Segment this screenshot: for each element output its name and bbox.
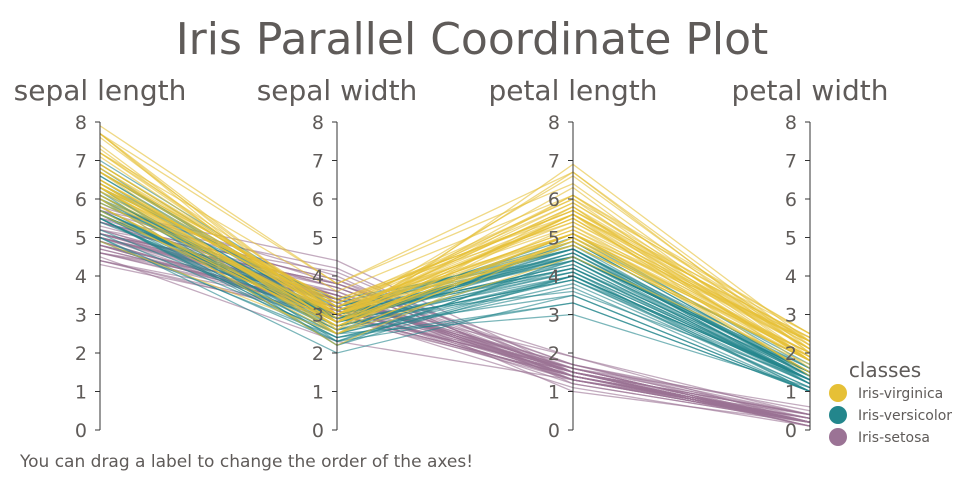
axis-tick-label: 4 [785,266,797,288]
legend-label: Iris-versicolor [858,408,952,424]
data-line-iris-virginica [99,133,811,346]
axis-tick-label: 8 [785,112,797,134]
axis-tick-label: 2 [785,343,797,365]
data-line-iris-versicolor [99,236,811,393]
axis-tick-label: 1 [312,382,324,404]
legend-swatch [829,428,847,446]
axis-tick-label: 6 [312,189,324,211]
data-line-iris-virginica [99,183,811,346]
axis-tick-label: 2 [548,343,560,365]
axis-tick-label: 8 [75,112,87,134]
legend-swatch [829,406,847,424]
axis-tick-label: 7 [548,151,560,173]
axis-tick-label: 5 [75,228,87,250]
axis-tick-label: 5 [785,228,797,250]
chart-title: Iris Parallel Coordinate Plot [176,14,769,65]
axis-label[interactable]: petal width [732,74,889,107]
axis-tick-label: 6 [785,189,797,211]
axis-tick-label: 1 [785,382,797,404]
axis-label[interactable]: sepal length [14,74,187,107]
axis-tick-label: 7 [312,151,324,173]
axis-tick-label: 0 [548,420,560,442]
axis-tick-label: 0 [312,420,324,442]
axes: sepal length 0 1 2 3 4 5 6 7 8 sepal width 0 1 2 3 4 5 6 7… [14,74,889,442]
axis-tick-label: 4 [548,266,560,288]
data-line-iris-versicolor [99,217,811,381]
axis-tick-label: 1 [75,382,87,404]
axis-tick-label: 6 [548,189,560,211]
axis-tick-label: 7 [785,151,797,173]
axis-tick-label: 3 [75,305,87,327]
drag-hint-note: You can drag a label to change the order… [20,452,474,472]
data-line-iris-virginica [99,206,811,358]
data-line-iris-virginica [99,171,811,339]
axis-tick-label: 8 [312,112,324,134]
axis-label[interactable]: sepal width [257,74,418,107]
axis-tick-label: 0 [785,420,797,442]
axis-tick-label: 5 [312,228,324,250]
data-line-iris-virginica [99,179,811,354]
legend: classes Iris-virginica Iris-versicolor Iris… [829,358,952,446]
axis-tick-label: 6 [75,189,87,211]
axis-tick-label: 7 [75,151,87,173]
axis-tick-label: 2 [312,343,324,365]
axis-tick-label: 8 [548,112,560,134]
axis-tick-label: 4 [312,266,324,288]
legend-label: Iris-virginica [858,386,943,402]
legend-label: Iris-setosa [858,430,930,446]
data-line-iris-virginica [99,133,811,354]
data-line-iris-virginica [99,198,811,373]
axis-tick-label: 4 [75,266,87,288]
data-line-iris-virginica [99,240,811,366]
data-line-iris-versicolor [99,233,811,389]
axis-tick-label: 3 [785,305,797,327]
axis-tick-label: 2 [75,343,87,365]
axis-tick-label: 5 [548,228,560,250]
data-line-iris-virginica [99,202,811,362]
axis-label[interactable]: petal length [488,74,657,107]
axis-tick-label: 3 [312,305,324,327]
axis-tick-label: 0 [75,420,87,442]
legend-swatch [829,384,847,402]
axis-tick-label: 1 [548,382,560,404]
data-line-iris-virginica [99,152,811,335]
data-line-iris-virginica [99,190,811,342]
axis-tick-label: 3 [548,305,560,327]
data-line-iris-virginica [99,171,811,335]
legend-title: classes [849,358,921,382]
data-lines [99,125,811,427]
data-line-iris-versicolor [99,217,811,393]
